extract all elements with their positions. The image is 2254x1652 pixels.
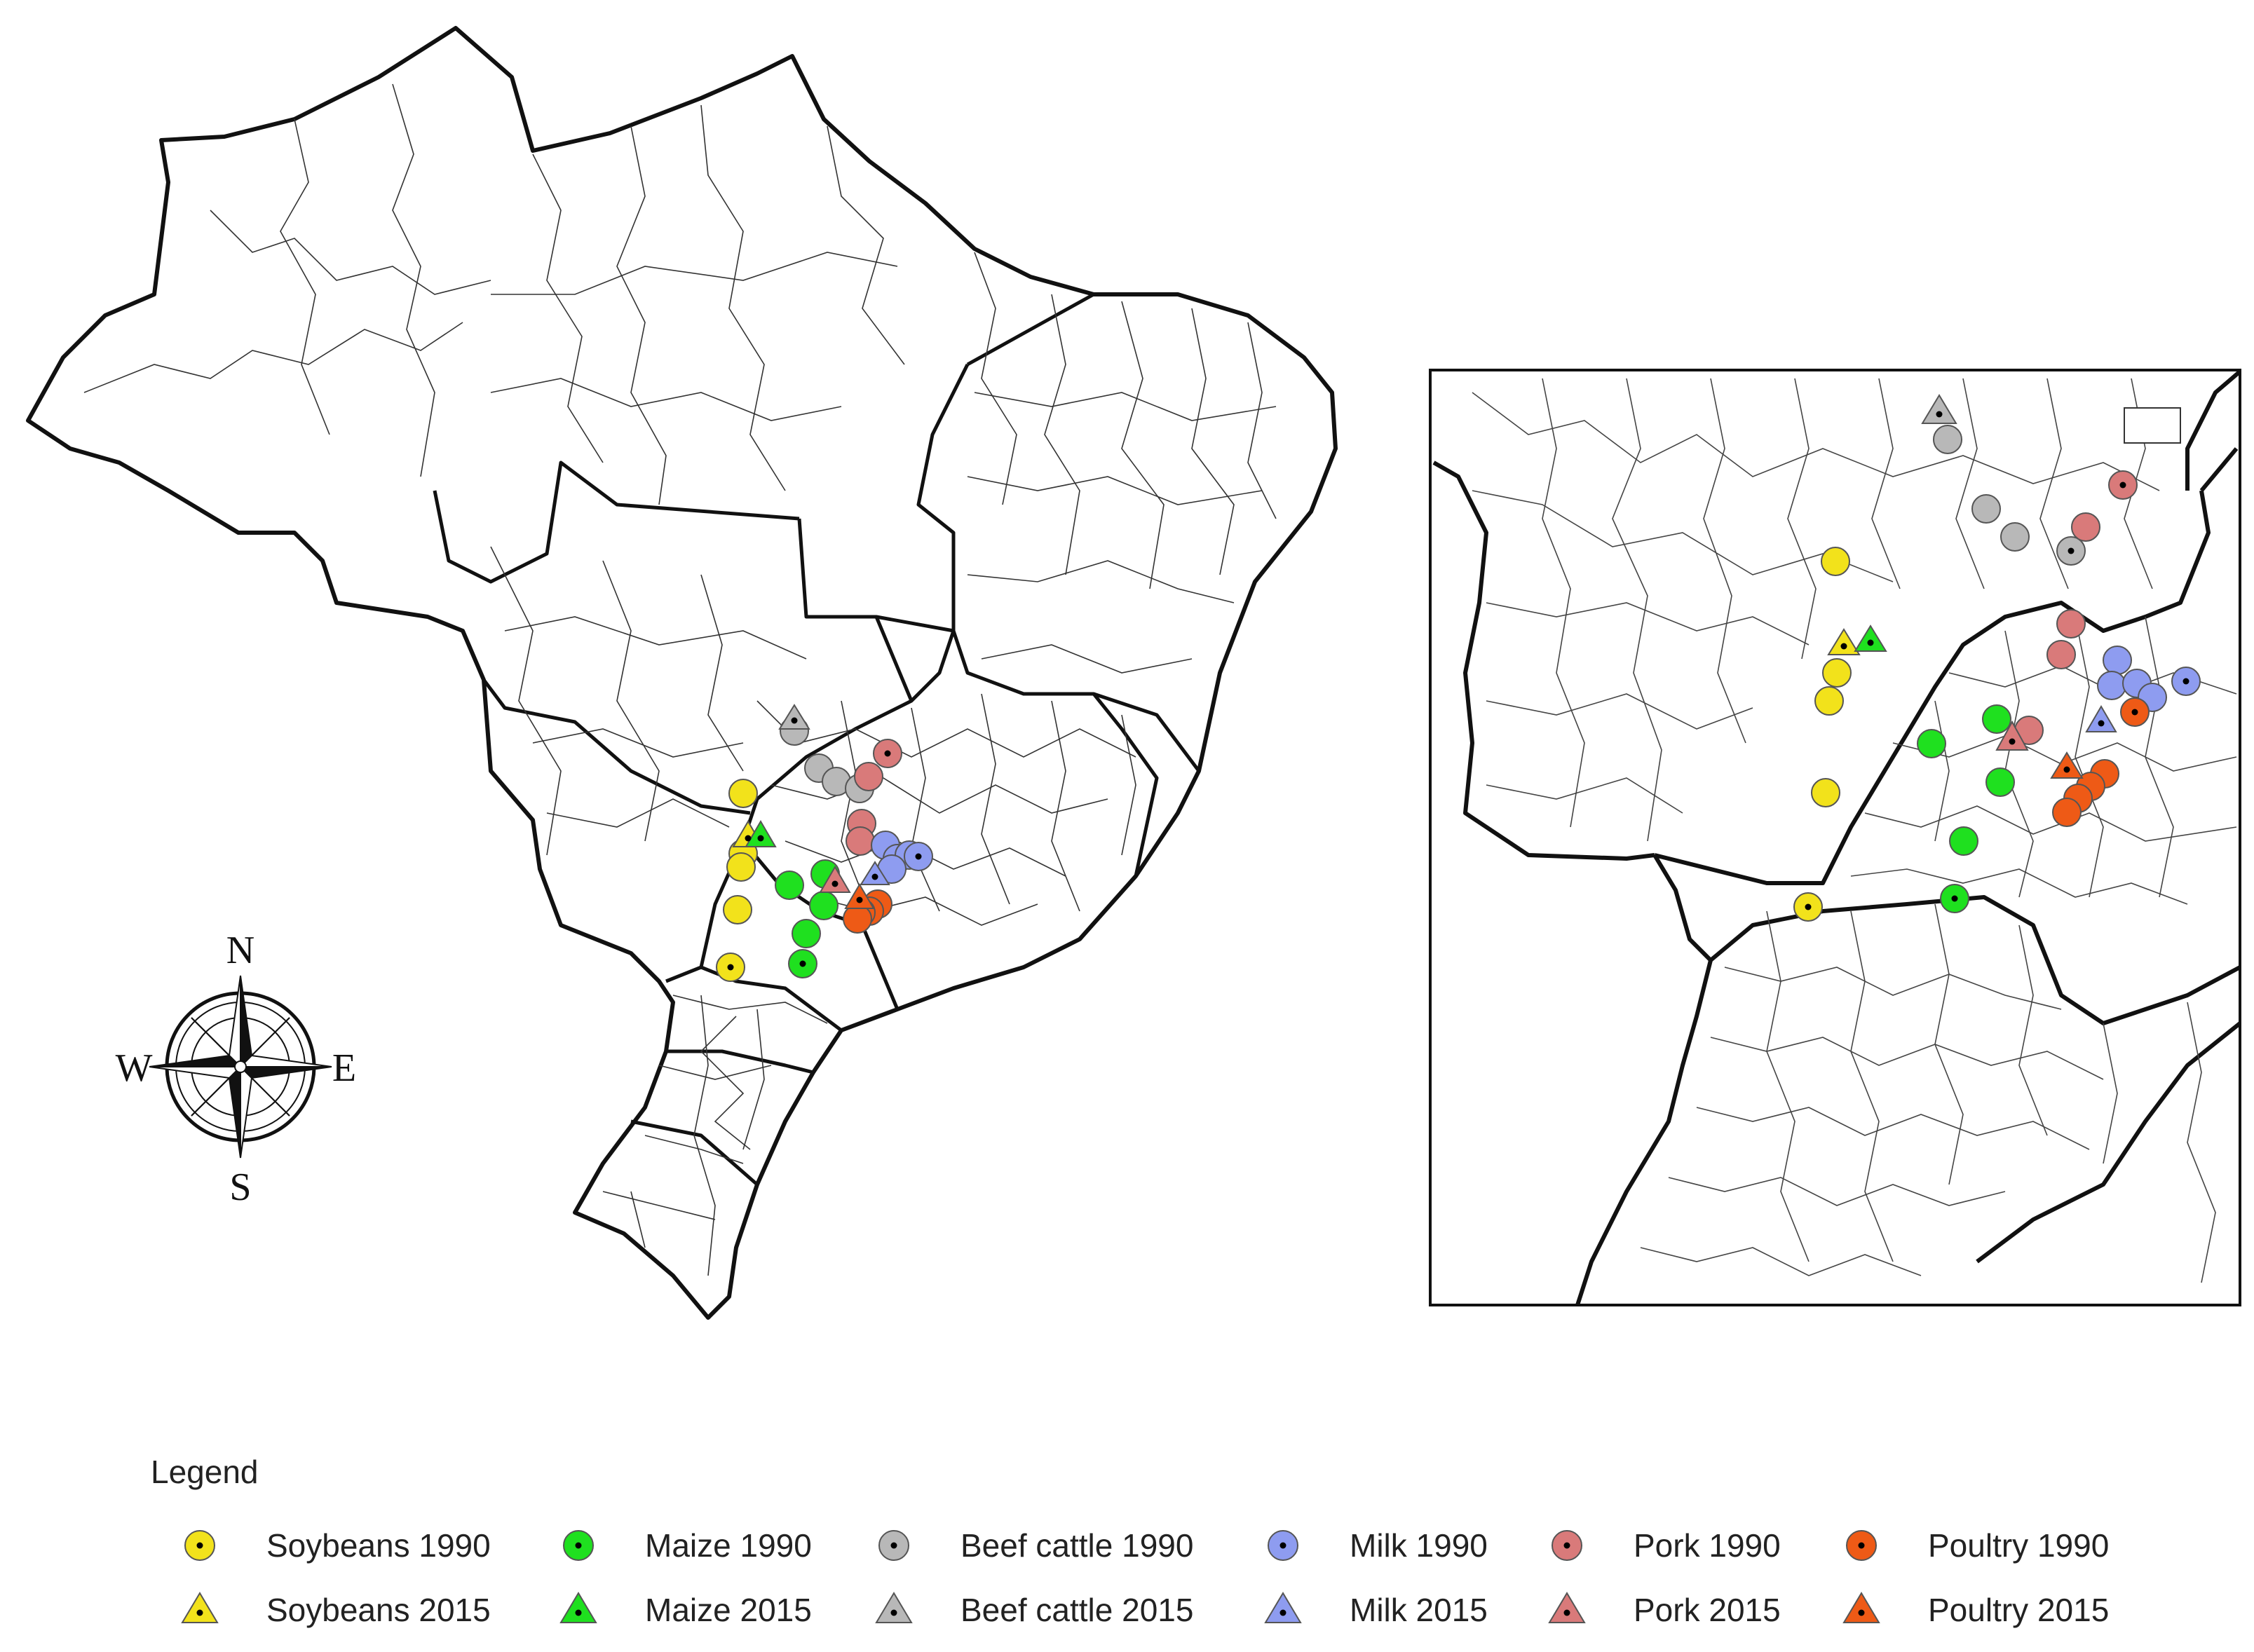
poultry-2015-point (844, 883, 875, 909)
legend-item-maize-1990: Maize 1990 (563, 1527, 812, 1564)
legend-symbol-poultry-2015 (1842, 1592, 1880, 1623)
legend-item-poultry-2015: Poultry 2015 (1842, 1592, 2109, 1628)
maize-2015-point (745, 820, 777, 847)
beef-cattle-2015-point (1921, 394, 1957, 424)
maize-2015-point (1854, 624, 1887, 652)
municipal-boundaries (83, 83, 1277, 1276)
legend-symbol-dot (1858, 1542, 1865, 1549)
compass-south-label: S (229, 1166, 251, 1209)
maize-1990-point (775, 871, 804, 900)
pork-1990-point (2056, 609, 2086, 639)
maize-1990-point (1982, 704, 2011, 734)
legend-label-pork-2015: Pork 2015 (1634, 1592, 1781, 1628)
legend-symbol-dot (1563, 1542, 1570, 1549)
pork-2015-point (819, 866, 851, 893)
legend-item-beef-cattle-2015: Beef cattle 2015 (875, 1592, 1193, 1628)
legend-item-soybeans-2015: Soybeans 2015 (181, 1592, 491, 1628)
state-boundaries (433, 292, 1200, 1186)
pork-1990-point (854, 762, 883, 791)
maize-1990-point (1949, 826, 1978, 856)
legend-symbol-soybeans-2015 (181, 1592, 219, 1623)
legend-symbol-dot (575, 1609, 582, 1616)
legend-label-pork-1990: Pork 1990 (1634, 1527, 1781, 1564)
soybeans-2015-point (1827, 628, 1861, 655)
legend-item-milk-2015: Milk 2015 (1264, 1592, 1488, 1628)
legend: Legend Soybeans 1990 Maize 1990 Beef cattl… (151, 1454, 2109, 1628)
milk-1990-point (2103, 646, 2132, 675)
compass-west-label: W (116, 1046, 153, 1090)
beef-cattle-2015-point (778, 704, 810, 730)
soybeans-1990-point (726, 852, 756, 882)
legend-label-poultry-2015: Poultry 2015 (1928, 1592, 2109, 1628)
legend-label-milk-1990: Milk 1990 (1350, 1527, 1488, 1564)
legend-item-milk-1990: Milk 1990 (1268, 1527, 1488, 1564)
compass-rose: N S E W (116, 929, 357, 1209)
legend-item-poultry-1990: Poultry 1990 (1846, 1527, 2109, 1564)
milk-2015-point (2085, 705, 2117, 732)
legend-symbol-dot (575, 1542, 582, 1549)
legend-label-beef-cattle-1990: Beef cattle 1990 (960, 1527, 1193, 1564)
milk-2015-point (860, 861, 890, 885)
legend-symbol-dot (1858, 1609, 1865, 1616)
legend-symbol-dot (890, 1609, 897, 1616)
legend-symbol-maize-2015 (559, 1592, 597, 1623)
legend-label-soybeans-1990: Soybeans 1990 (266, 1527, 491, 1564)
legend-symbol-dot (196, 1542, 203, 1549)
legend-item-beef-cattle-1990: Beef cattle 1990 (878, 1527, 1193, 1564)
legend-items: Soybeans 1990 Maize 1990 Beef cattle 1990 M… (181, 1527, 2109, 1628)
inset-map-marker-dots (1805, 411, 2189, 910)
legend-title: Legend (151, 1454, 259, 1490)
legend-label-beef-cattle-2015: Beef cattle 2015 (960, 1592, 1193, 1628)
pork-1990-point (2046, 640, 2076, 669)
legend-symbol-dot (1563, 1609, 1570, 1616)
poultry-1990-point (2052, 798, 2082, 827)
soybeans-1990-point (1811, 778, 1840, 807)
pork-1990-point (2071, 512, 2100, 542)
legend-item-pork-2015: Pork 2015 (1548, 1592, 1781, 1628)
inset-map (1429, 369, 2241, 1306)
main-map-points (716, 704, 933, 982)
beef-cattle-1990-point (1971, 494, 2001, 524)
legend-item-pork-1990: Pork 1990 (1552, 1527, 1781, 1564)
legend-item-maize-2015: Maize 2015 (559, 1592, 812, 1628)
maize-1990-point (1985, 767, 2015, 797)
legend-label-poultry-1990: Poultry 1990 (1928, 1527, 2109, 1564)
legend-label-soybeans-2015: Soybeans 2015 (266, 1592, 491, 1628)
maize-1990-point (809, 891, 839, 920)
soybeans-1990-point (1814, 686, 1844, 716)
soybeans-1990-point (1821, 547, 1850, 576)
poultry-2015-point (2050, 751, 2084, 779)
compass-north-label: N (226, 929, 254, 972)
legend-label-milk-2015: Milk 2015 (1350, 1592, 1488, 1628)
maize-1990-point (1917, 729, 1946, 758)
milk-1990-point (2097, 671, 2126, 700)
legend-symbol-milk-2015 (1264, 1592, 1302, 1623)
pork-1990-point (846, 826, 875, 856)
maize-1990-point (792, 919, 821, 948)
inset-frame (1429, 369, 2241, 1306)
legend-item-soybeans-1990: Soybeans 1990 (184, 1527, 491, 1564)
legend-symbol-dot (890, 1542, 897, 1549)
main-map-marker-dots (727, 717, 922, 971)
beef-cattle-1990-point (1933, 425, 1962, 454)
brazil-map (26, 26, 1338, 1320)
soybeans-1990-point (1822, 658, 1852, 688)
inset-map-points (1793, 394, 2201, 922)
legend-symbol-dot (1279, 1542, 1286, 1549)
soybeans-1990-point (728, 779, 758, 808)
legend-symbol-dot (1279, 1609, 1286, 1616)
beef-cattle-1990-point (2000, 522, 2030, 552)
legend-symbol-dot (196, 1609, 203, 1616)
brazil-outline (26, 26, 1338, 1320)
legend-symbol-pork-2015 (1548, 1592, 1586, 1623)
legend-symbol-beef-cattle-2015 (875, 1592, 913, 1623)
legend-label-maize-2015: Maize 2015 (645, 1592, 812, 1628)
compass-east-label: E (332, 1046, 356, 1090)
legend-label-maize-1990: Maize 1990 (645, 1527, 812, 1564)
pork-2015-point (1995, 720, 2029, 751)
soybeans-1990-point (723, 895, 752, 924)
